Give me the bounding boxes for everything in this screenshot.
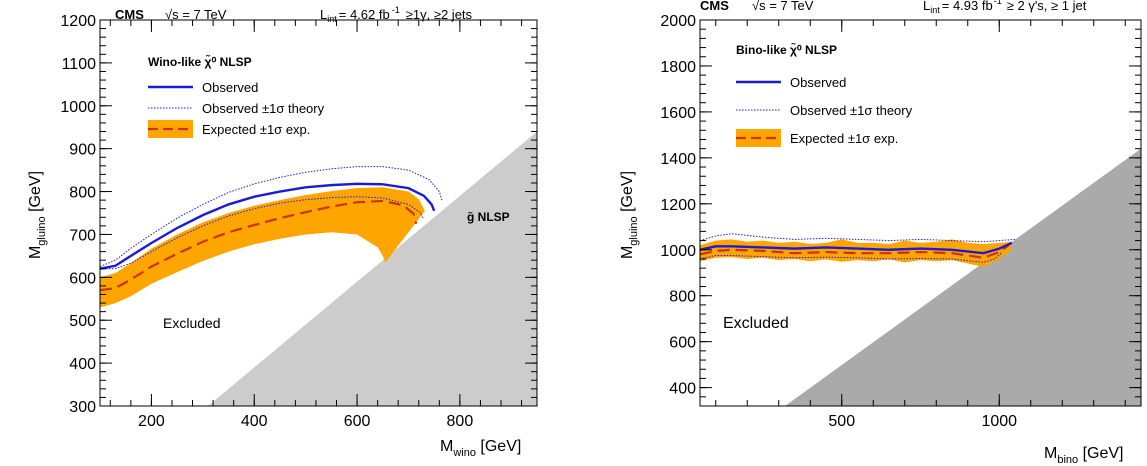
y-tick-label: 1100 [62,56,97,73]
experiment-label: CMS [700,0,729,13]
y-tick-label: 400 [669,381,696,398]
legend-title: Bino-like χ̃⁰ NLSP [736,42,837,57]
plot-frame [99,19,538,407]
y-tick-label: 300 [69,399,96,416]
y-tick-label: 1200 [60,13,96,30]
theory-upper-line [700,233,1016,243]
theory-lower-line [100,196,425,270]
energy-label: √s = 7 TeV [752,0,814,13]
theory-upper-line [100,166,443,268]
plot-area [100,131,537,406]
y-tick-label: 500 [69,313,96,330]
lumi-label: Lint = 4.62 fb -1 ≥1γ, ≥2 jets [320,5,473,24]
y-tick-label: 1600 [660,105,696,122]
legend-title: Wino-like χ̃⁰ NLSP [148,54,252,69]
y-tick-label: 1000 [60,99,96,116]
y-tick-label: 2000 [660,13,696,30]
excluded-label: Excluded [723,315,789,332]
x-tick-label: 800 [447,413,474,430]
y-tick-label: 1400 [660,151,696,168]
lumi-label: Lint = 4.93 fb-1 ≥ 2 γ's, ≥ 1 jet [923,0,1087,15]
x-tick-label: 400 [241,413,268,430]
y-tick-label: 900 [69,142,96,159]
legend-theory-label: Observed ±1σ theory [202,101,325,116]
x-tick-label: 1000 [981,413,1017,430]
y-tick-label: 1000 [660,243,696,260]
y-tick-label: 1200 [660,197,696,214]
legend-expected-label: Expected ±1σ exp. [202,122,310,137]
legend: Wino-like χ̃⁰ NLSP Observed Observed ±1σ t… [148,54,325,138]
x-tick-label: 600 [344,413,371,430]
y-tick-label: 600 [669,335,696,352]
nlsp-region [785,148,1141,406]
expected-band [100,187,425,308]
legend-observed-label: Observed [790,75,846,90]
axis-ticks: 500 1000 400 600 800 1000 1200 1400 1600 1800 2000 [660,13,1141,430]
y-tick-label: 1800 [660,59,696,76]
energy-label: √s = 7 TeV [165,7,227,22]
x-axis-title: Mwino [GeV] [440,438,521,459]
x-axis-title: Mbino [GeV] [1044,445,1123,466]
x-tick-label: 500 [828,413,855,430]
observed-line [100,182,436,270]
expected-line [100,199,418,292]
y-tick-label: 700 [69,227,96,244]
expected-band [700,239,1012,267]
header: CMS √s = 7 TeV Lint = 4.62 fb -1 ≥1γ, ≥2 je… [115,5,473,24]
y-axis-title: Mgluino [GeV] [27,171,48,259]
y-tick-label: 400 [69,356,96,373]
y-tick-label: 800 [669,289,696,306]
y-tick-label: 600 [69,270,96,287]
excluded-label: Excluded [163,315,221,331]
legend-expected-label: Expected ±1σ exp. [790,131,898,146]
plot-area [700,148,1141,406]
observed-line [700,241,1013,255]
experiment-label: CMS [115,7,144,22]
wino-chart: CMS √s = 7 TeV Lint = 4.62 fb -1 ≥1γ, ≥2 je… [27,5,538,459]
legend-theory-label: Observed ±1σ theory [790,103,913,118]
nlsp-region [207,131,537,406]
y-axis-title: Mgluino [GeV] [619,171,640,259]
bino-chart: CMS √s = 7 TeV Lint = 4.93 fb-1 ≥ 2 γ's, ≥… [619,0,1142,466]
x-tick-label: 200 [138,413,165,430]
header: CMS √s = 7 TeV Lint = 4.93 fb-1 ≥ 2 γ's, ≥… [700,0,1087,15]
y-tick-label: 800 [69,185,96,202]
axis-ticks: 200 400 600 800 300 400 500 600 700 800 900 1000 110… [60,13,537,430]
legend-observed-label: Observed [202,80,258,95]
legend: Bino-like χ̃⁰ NLSP Observed Observed ±1σ t… [736,42,913,147]
nlsp-label: g̃ NLSP [467,210,510,224]
